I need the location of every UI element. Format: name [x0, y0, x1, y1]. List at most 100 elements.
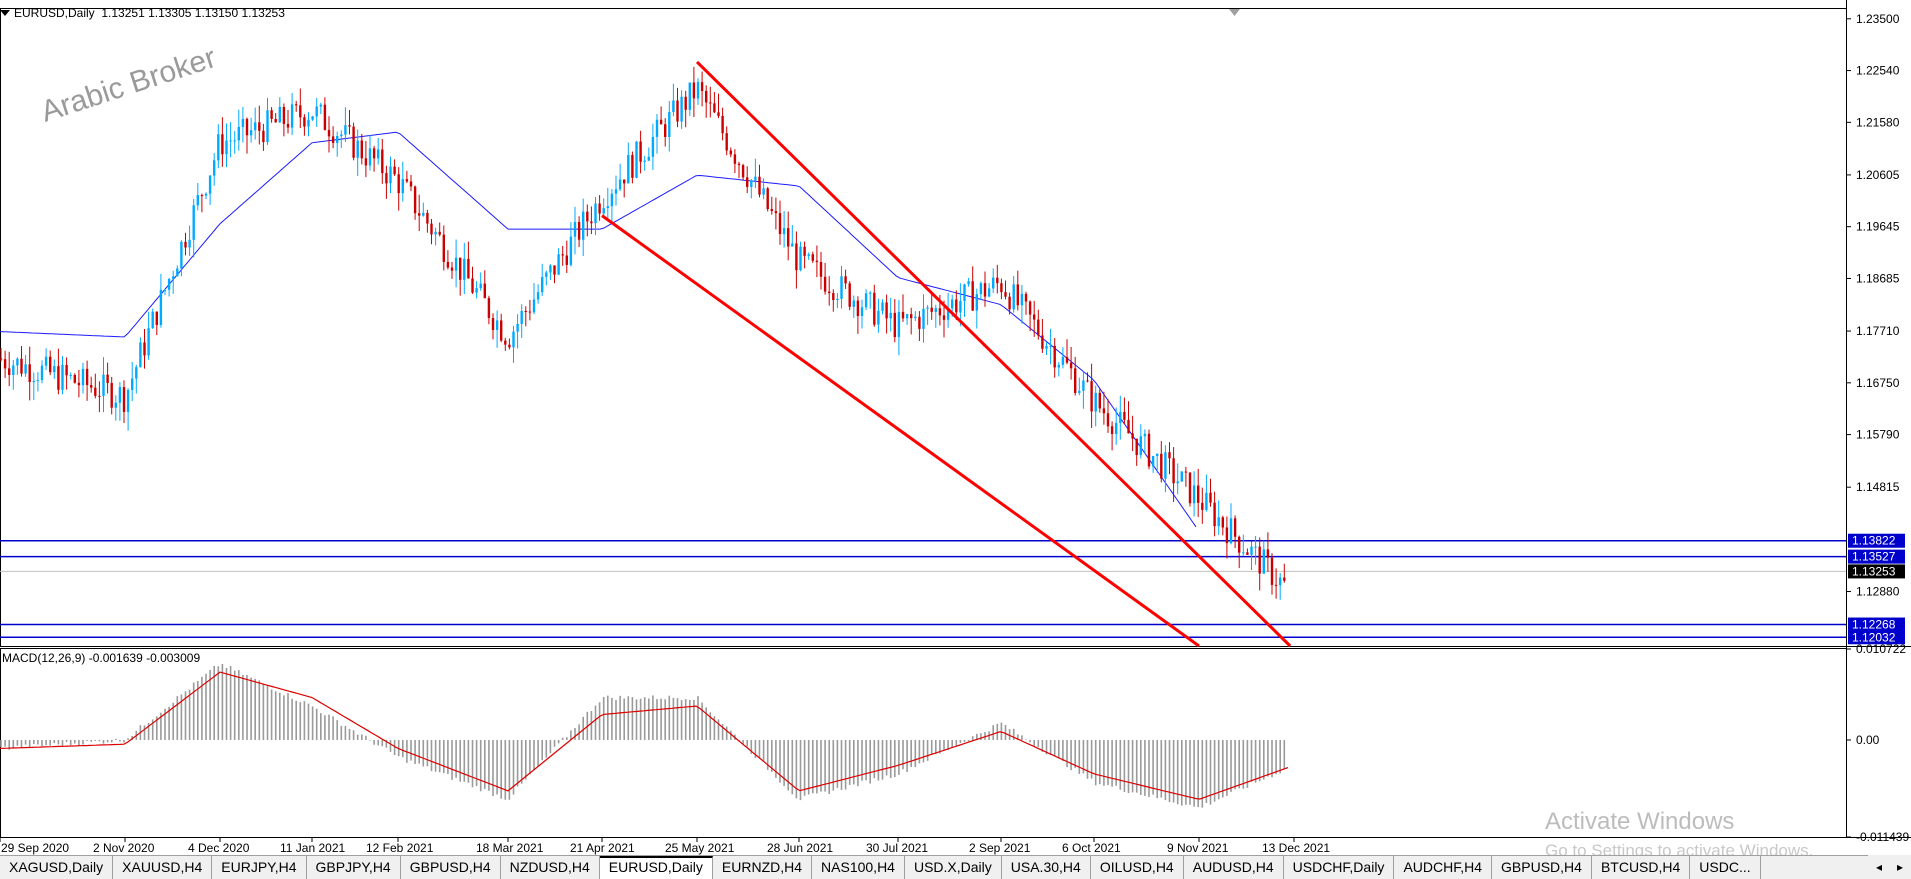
- candle-body: [377, 149, 380, 159]
- candle-body: [791, 243, 794, 247]
- candle-body: [741, 165, 745, 178]
- time-tick-label: 6 Oct 2021: [1062, 841, 1121, 855]
- tab-usdchf-daily[interactable]: USDCHF,Daily: [1283, 856, 1395, 879]
- candle-body: [1254, 546, 1257, 548]
- tab-gbpusd-h4[interactable]: GBPUSD,H4: [400, 856, 501, 879]
- candle-body: [545, 272, 548, 277]
- candle-body: [413, 186, 417, 214]
- candle-body: [1119, 411, 1122, 423]
- candle-body: [208, 175, 212, 194]
- candle-body: [315, 106, 318, 117]
- time-tick-label: 25 May 2021: [665, 841, 735, 855]
- candle-body: [1078, 390, 1081, 393]
- candle-body: [877, 310, 880, 325]
- candle-body: [418, 213, 421, 216]
- trend-channel[interactable]: [601, 60, 1292, 648]
- candle-body: [118, 387, 122, 403]
- candle-body: [483, 283, 486, 299]
- candle-body: [1213, 502, 1216, 527]
- candle-body: [1242, 552, 1245, 554]
- candle-body: [672, 100, 675, 112]
- candle-body: [1156, 453, 1159, 457]
- tab-audchf-h4[interactable]: AUDCHF,H4: [1394, 856, 1493, 879]
- candle-body: [1270, 557, 1274, 585]
- candle-body: [508, 344, 511, 348]
- tab-gbpjpy-h4[interactable]: GBPJPY,H4: [306, 856, 401, 879]
- candle-body: [69, 374, 72, 376]
- candle-body: [471, 278, 474, 293]
- candle-body: [49, 356, 52, 373]
- candle-body: [770, 209, 773, 212]
- time-tick-label: 2 Nov 2020: [93, 841, 155, 855]
- candle-body: [832, 293, 835, 300]
- tab-nzdusd-h4[interactable]: NZDUSD,H4: [500, 856, 600, 879]
- tab-eurnzd-h4[interactable]: EURNZD,H4: [712, 856, 813, 879]
- candle-body: [823, 276, 827, 292]
- candle-body: [668, 111, 671, 137]
- candle-body: [934, 308, 937, 312]
- tab-usa-30-h4[interactable]: USA.30,H4: [1001, 856, 1091, 879]
- candle-body: [782, 228, 786, 235]
- candle-body: [881, 302, 884, 311]
- candle-body: [204, 193, 208, 196]
- price-axis: 1.23500 1.22540 1.21580 1.20605 1.19645 1.186…: [1846, 12, 1900, 599]
- candle-body: [885, 302, 888, 319]
- watermark-text: Arabic Broker: [37, 41, 220, 129]
- candle-body: [450, 267, 454, 271]
- candle-body: [81, 368, 85, 386]
- level-price-tag-label: 1.13253: [1852, 564, 1896, 578]
- price-tick-label: 1.18685: [1856, 271, 1900, 285]
- tab-oilusd-h4[interactable]: OILUSD,H4: [1090, 856, 1184, 879]
- candle-body: [290, 104, 294, 128]
- tab-usd-x-daily[interactable]: USD.X,Daily: [904, 856, 1002, 879]
- candle-body: [1197, 485, 1200, 503]
- candle-body: [12, 365, 15, 375]
- candle-body: [864, 293, 868, 308]
- candle-body: [1229, 518, 1233, 544]
- candle-body: [840, 276, 843, 299]
- candle-body: [795, 243, 798, 271]
- candle-body: [844, 276, 847, 284]
- tab-xauusd-h4[interactable]: XAUUSD,H4: [113, 856, 213, 879]
- candle-body: [746, 177, 749, 187]
- time-tick-label: 13 Dec 2021: [1262, 841, 1330, 855]
- candle-body: [1188, 472, 1192, 504]
- tab-xagusd-daily[interactable]: XAGUSD,Daily: [0, 856, 114, 879]
- candle-body: [249, 130, 253, 136]
- candle-body: [856, 300, 860, 317]
- tab-eurusd-daily[interactable]: EURUSD,Daily: [599, 856, 713, 879]
- candle-body: [139, 342, 142, 368]
- candle-body: [1279, 577, 1282, 586]
- tab-usdc-[interactable]: USDC...: [1690, 856, 1761, 879]
- candle-body: [1209, 492, 1212, 503]
- price-chart[interactable]: Arabic Broker 1.23500 1.22540 1.21580 1.206…: [0, 0, 1911, 855]
- candle-body: [664, 124, 667, 137]
- candle-body: [1266, 549, 1270, 558]
- tab-scroll-left-icon[interactable]: ◂: [1868, 855, 1890, 879]
- candle-body: [836, 298, 839, 300]
- tab-gbpusd-h4[interactable]: GBPUSD,H4: [1492, 856, 1592, 879]
- chart-tabs: XAGUSD,Daily XAUUSD,H4 EURJPY,H4 GBPJPY,H4 G…: [0, 855, 1911, 879]
- chart-menu-arrow-icon[interactable]: [0, 10, 10, 16]
- candle-body: [217, 134, 220, 161]
- level-price-tag-label: 1.13822: [1852, 534, 1896, 548]
- tab-audusd-h4[interactable]: AUDUSD,H4: [1183, 856, 1284, 879]
- candle-body: [1106, 413, 1110, 427]
- candle-body: [1069, 362, 1073, 369]
- chart-shift-marker[interactable]: [1229, 9, 1240, 16]
- candle-body: [229, 140, 232, 142]
- candle-body: [151, 311, 154, 329]
- candle-body: [942, 315, 946, 320]
- candle-body: [631, 154, 634, 178]
- tab-btcusd-h4[interactable]: BTCUSD,H4: [1591, 856, 1691, 879]
- candle-body: [1024, 293, 1028, 302]
- candle-body: [1151, 456, 1155, 467]
- candle-body: [1061, 356, 1065, 365]
- time-tick-label: 9 Nov 2021: [1167, 841, 1229, 855]
- tab-scroll-right-icon[interactable]: ▸: [1889, 855, 1911, 879]
- candle-body: [1049, 345, 1052, 347]
- candle-body: [1082, 380, 1085, 391]
- tab-nas100-h4[interactable]: NAS100,H4: [812, 856, 905, 879]
- tab-eurjpy-h4[interactable]: EURJPY,H4: [212, 856, 307, 879]
- candle-body: [266, 110, 269, 143]
